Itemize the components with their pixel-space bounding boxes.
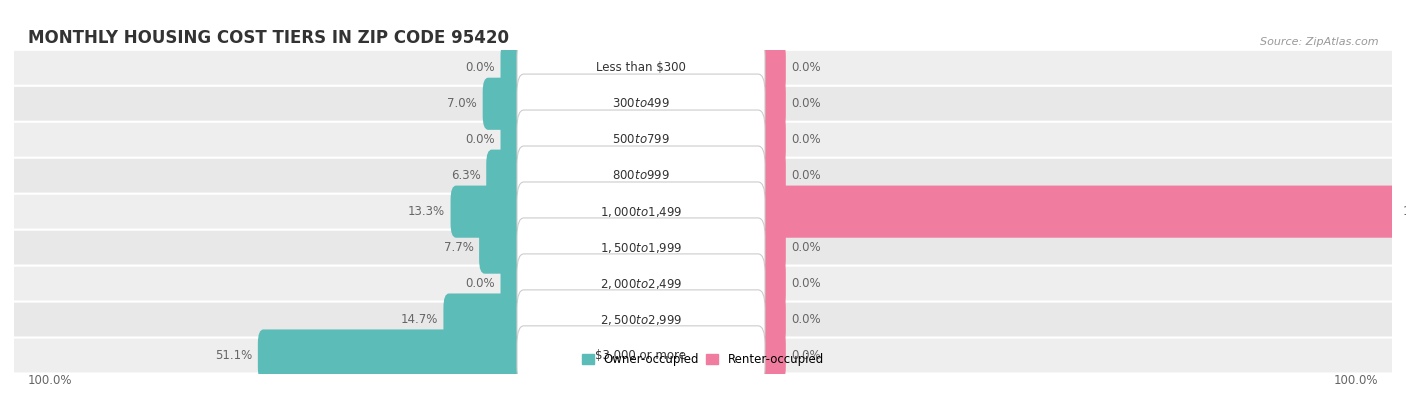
FancyBboxPatch shape bbox=[14, 87, 1392, 121]
FancyBboxPatch shape bbox=[517, 254, 765, 313]
Text: Less than $300: Less than $300 bbox=[596, 61, 686, 74]
Legend: Owner-occupied, Renter-occupied: Owner-occupied, Renter-occupied bbox=[578, 348, 828, 371]
FancyBboxPatch shape bbox=[14, 123, 1392, 156]
Text: 0.0%: 0.0% bbox=[792, 97, 821, 110]
FancyBboxPatch shape bbox=[752, 114, 786, 166]
Text: $2,000 to $2,499: $2,000 to $2,499 bbox=[600, 276, 682, 290]
FancyBboxPatch shape bbox=[517, 110, 765, 169]
FancyBboxPatch shape bbox=[517, 218, 765, 277]
FancyBboxPatch shape bbox=[450, 186, 530, 238]
FancyBboxPatch shape bbox=[257, 330, 530, 382]
FancyBboxPatch shape bbox=[482, 78, 530, 130]
FancyBboxPatch shape bbox=[752, 257, 786, 310]
FancyBboxPatch shape bbox=[501, 114, 530, 166]
FancyBboxPatch shape bbox=[14, 339, 1392, 372]
Text: $1,500 to $1,999: $1,500 to $1,999 bbox=[600, 241, 682, 255]
Text: $2,500 to $2,999: $2,500 to $2,999 bbox=[600, 312, 682, 327]
FancyBboxPatch shape bbox=[752, 330, 786, 382]
FancyBboxPatch shape bbox=[517, 182, 765, 242]
Text: 0.0%: 0.0% bbox=[792, 133, 821, 146]
FancyBboxPatch shape bbox=[14, 159, 1392, 193]
Text: 0.0%: 0.0% bbox=[792, 349, 821, 362]
Text: 0.0%: 0.0% bbox=[792, 277, 821, 290]
FancyBboxPatch shape bbox=[517, 290, 765, 349]
Text: 7.0%: 7.0% bbox=[447, 97, 477, 110]
FancyBboxPatch shape bbox=[443, 293, 530, 346]
Text: 100.0%: 100.0% bbox=[28, 374, 72, 387]
FancyBboxPatch shape bbox=[14, 267, 1392, 300]
FancyBboxPatch shape bbox=[501, 257, 530, 310]
Text: 0.0%: 0.0% bbox=[792, 241, 821, 254]
FancyBboxPatch shape bbox=[752, 78, 786, 130]
FancyBboxPatch shape bbox=[14, 303, 1392, 337]
FancyBboxPatch shape bbox=[501, 42, 530, 94]
FancyBboxPatch shape bbox=[14, 195, 1392, 229]
FancyBboxPatch shape bbox=[517, 146, 765, 205]
FancyBboxPatch shape bbox=[752, 42, 786, 94]
FancyBboxPatch shape bbox=[752, 150, 786, 202]
FancyBboxPatch shape bbox=[517, 74, 765, 134]
Text: $1,000 to $1,499: $1,000 to $1,499 bbox=[600, 205, 682, 219]
Text: 13.3%: 13.3% bbox=[408, 205, 446, 218]
Text: 0.0%: 0.0% bbox=[792, 169, 821, 182]
Text: 14.7%: 14.7% bbox=[401, 313, 437, 326]
Text: $3,000 or more: $3,000 or more bbox=[596, 349, 686, 362]
Text: $500 to $799: $500 to $799 bbox=[612, 133, 669, 146]
Text: 0.0%: 0.0% bbox=[465, 133, 495, 146]
Text: 7.7%: 7.7% bbox=[444, 241, 474, 254]
FancyBboxPatch shape bbox=[752, 222, 786, 274]
FancyBboxPatch shape bbox=[14, 51, 1392, 85]
Text: 100.0%: 100.0% bbox=[1334, 374, 1378, 387]
Text: 0.0%: 0.0% bbox=[465, 277, 495, 290]
Text: 100.0%: 100.0% bbox=[1403, 205, 1406, 218]
FancyBboxPatch shape bbox=[479, 222, 530, 274]
FancyBboxPatch shape bbox=[517, 38, 765, 98]
Text: MONTHLY HOUSING COST TIERS IN ZIP CODE 95420: MONTHLY HOUSING COST TIERS IN ZIP CODE 9… bbox=[28, 29, 509, 47]
FancyBboxPatch shape bbox=[752, 186, 1398, 238]
Text: 0.0%: 0.0% bbox=[465, 61, 495, 74]
Text: $800 to $999: $800 to $999 bbox=[612, 169, 669, 182]
Text: 51.1%: 51.1% bbox=[215, 349, 252, 362]
FancyBboxPatch shape bbox=[517, 326, 765, 385]
Text: 0.0%: 0.0% bbox=[792, 313, 821, 326]
FancyBboxPatch shape bbox=[486, 150, 530, 202]
Text: 0.0%: 0.0% bbox=[792, 61, 821, 74]
Text: 6.3%: 6.3% bbox=[451, 169, 481, 182]
Text: $300 to $499: $300 to $499 bbox=[612, 97, 669, 110]
FancyBboxPatch shape bbox=[752, 293, 786, 346]
FancyBboxPatch shape bbox=[14, 231, 1392, 264]
Text: Source: ZipAtlas.com: Source: ZipAtlas.com bbox=[1260, 37, 1378, 47]
